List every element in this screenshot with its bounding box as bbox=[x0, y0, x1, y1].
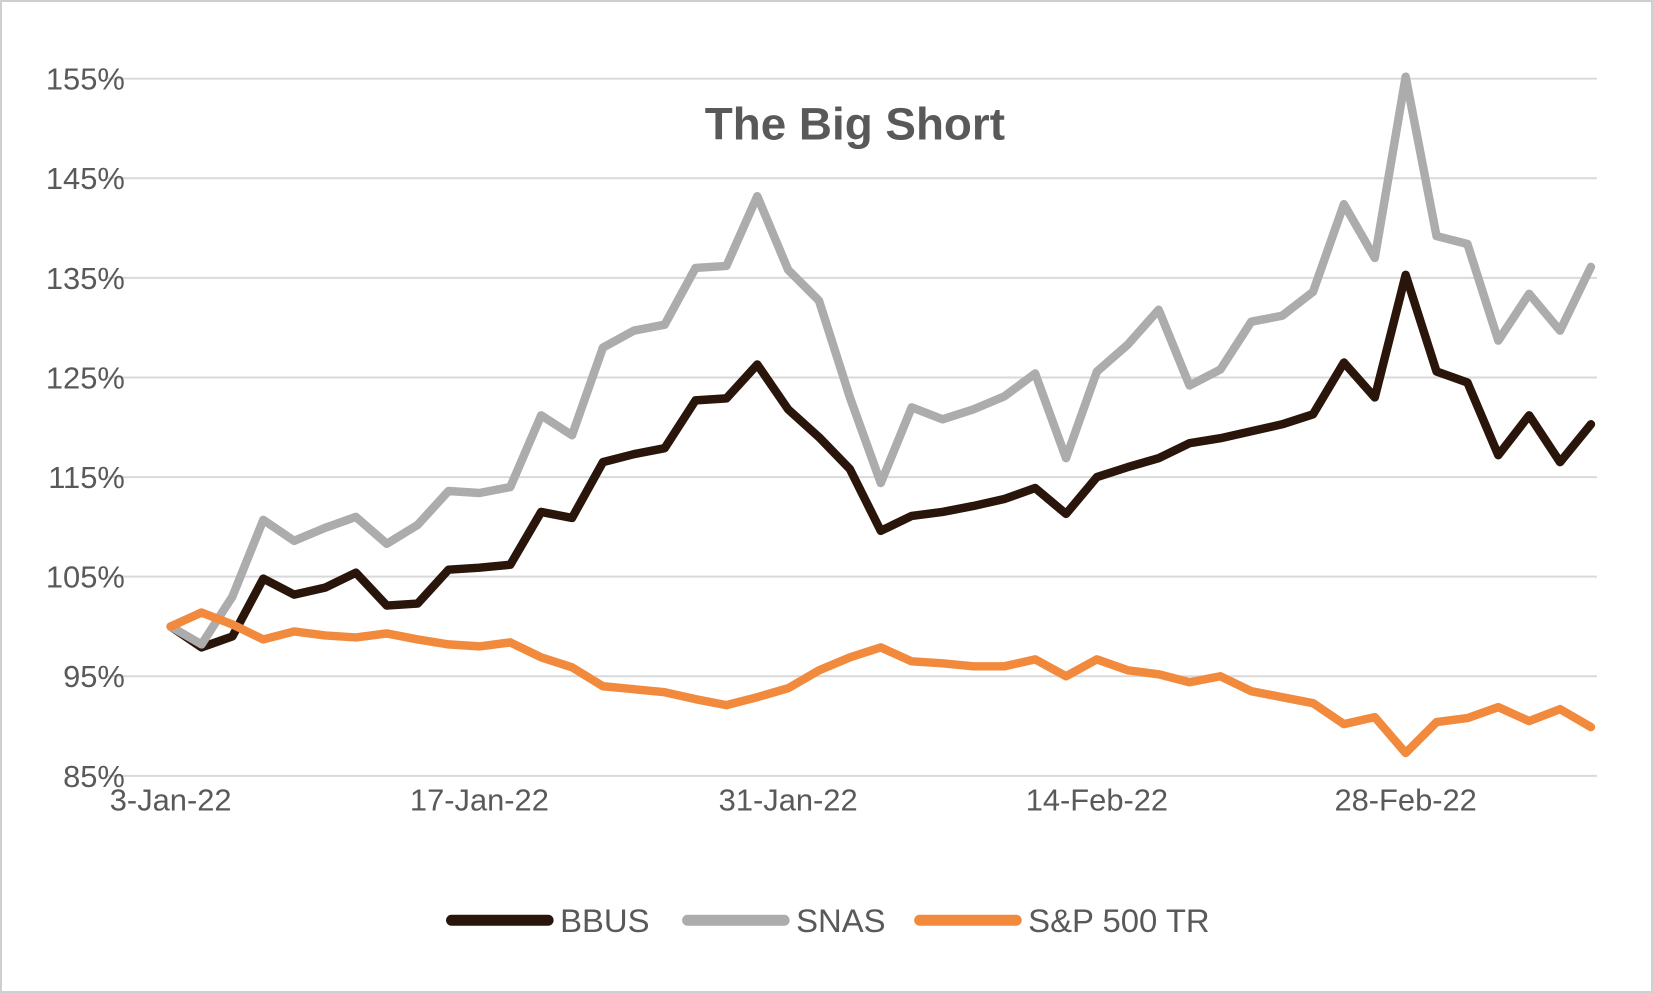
gridlines bbox=[107, 77, 1597, 777]
series-line-s-p-500-tr bbox=[166, 608, 1596, 758]
y-axis-tick-label: 125% bbox=[46, 360, 125, 395]
x-axis-tick-label: 14-Feb-22 bbox=[1026, 783, 1168, 818]
y-axis-labels: 85% 95% 105% 115% 125% 135% 145% 155% bbox=[46, 62, 125, 794]
x-axis-tick-label: 31-Jan-22 bbox=[719, 783, 858, 818]
series-line-bbus bbox=[166, 270, 1596, 652]
series-lines bbox=[166, 72, 1596, 758]
y-axis-tick-label: 95% bbox=[63, 659, 125, 694]
y-axis-tick-label: 135% bbox=[46, 261, 125, 296]
x-axis-tick-label: 3-Jan-22 bbox=[110, 783, 232, 818]
y-axis-tick-label: 155% bbox=[46, 62, 125, 97]
y-axis-tick-label: 85% bbox=[63, 759, 125, 794]
y-axis-tick-label: 115% bbox=[48, 460, 125, 495]
x-axis-labels: 3-Jan-22 17-Jan-22 31-Jan-22 14-Feb-22 28-Fe… bbox=[110, 783, 1477, 818]
x-axis-tick-label: 28-Feb-22 bbox=[1334, 783, 1476, 818]
legend-label: S&P 500 TR bbox=[1028, 902, 1209, 939]
x-axis-tick-label: 17-Jan-22 bbox=[410, 783, 549, 818]
y-axis-tick-label: 145% bbox=[46, 161, 125, 196]
chart-title: The Big Short bbox=[705, 98, 1005, 149]
legend-label: SNAS bbox=[796, 902, 885, 939]
legend-label: BBUS bbox=[560, 902, 649, 939]
legend: BBUS SNAS S&P 500 TR bbox=[446, 902, 1210, 939]
y-axis-tick-label: 105% bbox=[46, 560, 125, 595]
series-line-snas bbox=[166, 72, 1596, 649]
